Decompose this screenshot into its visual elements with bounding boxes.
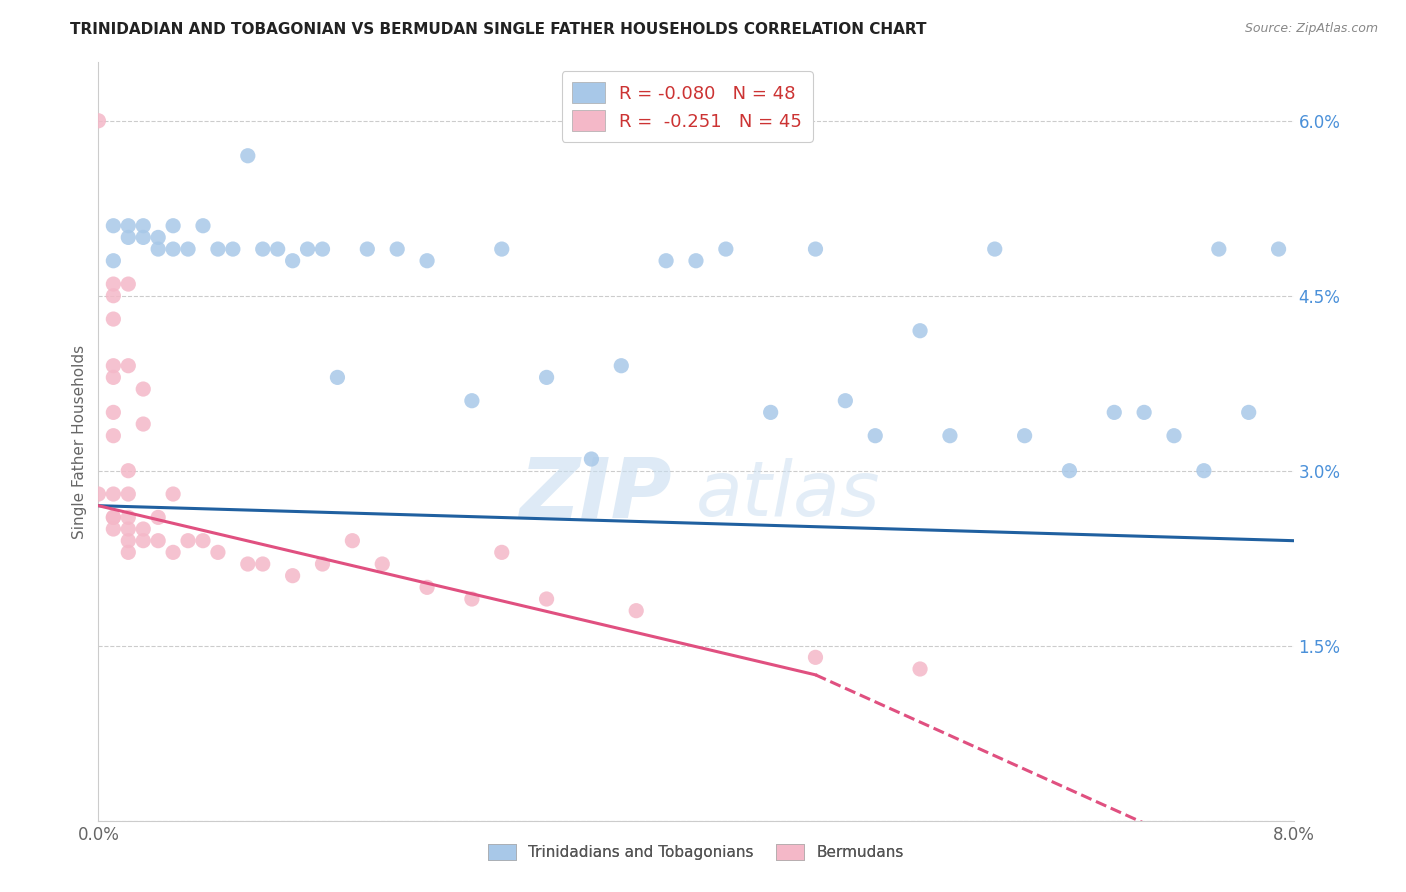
Point bbox=[1104, 405, 1126, 419]
Point bbox=[117, 533, 139, 548]
Point bbox=[207, 242, 229, 256]
Point bbox=[865, 428, 887, 442]
Point bbox=[1014, 428, 1036, 442]
Point bbox=[461, 592, 484, 607]
Point bbox=[132, 522, 155, 536]
Point bbox=[132, 533, 155, 548]
Point bbox=[191, 219, 214, 233]
Point bbox=[103, 277, 125, 291]
Point bbox=[132, 219, 155, 233]
Point bbox=[207, 545, 229, 559]
Point bbox=[536, 592, 558, 607]
Point bbox=[103, 428, 125, 442]
Point bbox=[162, 487, 184, 501]
Point bbox=[385, 242, 409, 256]
Point bbox=[87, 487, 110, 501]
Point bbox=[148, 533, 170, 548]
Text: atlas: atlas bbox=[696, 458, 880, 532]
Point bbox=[536, 370, 558, 384]
Point bbox=[267, 242, 290, 256]
Point bbox=[103, 522, 125, 536]
Point bbox=[132, 417, 155, 431]
Point bbox=[1237, 405, 1260, 419]
Point bbox=[685, 253, 707, 268]
Point bbox=[371, 557, 394, 571]
Point bbox=[416, 580, 439, 594]
Point bbox=[1267, 242, 1289, 256]
Point bbox=[148, 242, 170, 256]
Point bbox=[117, 545, 139, 559]
Point bbox=[626, 604, 648, 618]
Point bbox=[416, 253, 439, 268]
Point bbox=[834, 393, 856, 408]
Point bbox=[297, 242, 319, 256]
Point bbox=[162, 242, 184, 256]
Point bbox=[491, 242, 513, 256]
Point bbox=[984, 242, 1007, 256]
Point bbox=[281, 253, 304, 268]
Point bbox=[252, 242, 274, 256]
Point bbox=[148, 510, 170, 524]
Text: TRINIDADIAN AND TOBAGONIAN VS BERMUDAN SINGLE FATHER HOUSEHOLDS CORRELATION CHAR: TRINIDADIAN AND TOBAGONIAN VS BERMUDAN S… bbox=[70, 22, 927, 37]
Point bbox=[87, 113, 110, 128]
Point bbox=[162, 219, 184, 233]
Y-axis label: Single Father Households: Single Father Households bbox=[72, 344, 87, 539]
Point bbox=[236, 557, 259, 571]
Point bbox=[804, 242, 827, 256]
Point bbox=[939, 428, 962, 442]
Legend: Trinidadians and Tobagonians, Bermudans: Trinidadians and Tobagonians, Bermudans bbox=[482, 838, 910, 866]
Point bbox=[759, 405, 782, 419]
Point bbox=[177, 242, 200, 256]
Point bbox=[103, 253, 125, 268]
Point bbox=[908, 662, 931, 676]
Point bbox=[222, 242, 245, 256]
Point bbox=[103, 359, 125, 373]
Point bbox=[103, 312, 125, 326]
Point bbox=[103, 487, 125, 501]
Point bbox=[714, 242, 737, 256]
Point bbox=[117, 277, 139, 291]
Point bbox=[117, 230, 139, 244]
Point bbox=[311, 242, 333, 256]
Point bbox=[655, 253, 678, 268]
Point bbox=[1059, 464, 1081, 478]
Point bbox=[103, 405, 125, 419]
Point bbox=[610, 359, 633, 373]
Point bbox=[1208, 242, 1230, 256]
Point bbox=[103, 219, 125, 233]
Point bbox=[191, 533, 214, 548]
Point bbox=[252, 557, 274, 571]
Point bbox=[117, 522, 139, 536]
Point bbox=[356, 242, 378, 256]
Point bbox=[103, 289, 125, 303]
Point bbox=[148, 230, 170, 244]
Point bbox=[908, 324, 931, 338]
Point bbox=[132, 230, 155, 244]
Point bbox=[461, 393, 484, 408]
Point bbox=[117, 510, 139, 524]
Text: ZIP: ZIP bbox=[519, 454, 672, 535]
Point bbox=[103, 370, 125, 384]
Point bbox=[1133, 405, 1156, 419]
Point bbox=[581, 452, 603, 467]
Point bbox=[117, 464, 139, 478]
Point bbox=[491, 545, 513, 559]
Point bbox=[162, 545, 184, 559]
Point bbox=[103, 510, 125, 524]
Point bbox=[1163, 428, 1185, 442]
Point bbox=[281, 568, 304, 582]
Point bbox=[236, 149, 259, 163]
Point bbox=[117, 359, 139, 373]
Point bbox=[1192, 464, 1215, 478]
Point bbox=[103, 510, 125, 524]
Text: Source: ZipAtlas.com: Source: ZipAtlas.com bbox=[1244, 22, 1378, 36]
Point bbox=[177, 533, 200, 548]
Point bbox=[117, 487, 139, 501]
Point bbox=[342, 533, 364, 548]
Point bbox=[804, 650, 827, 665]
Point bbox=[117, 219, 139, 233]
Point bbox=[311, 557, 333, 571]
Point bbox=[132, 382, 155, 396]
Point bbox=[326, 370, 349, 384]
